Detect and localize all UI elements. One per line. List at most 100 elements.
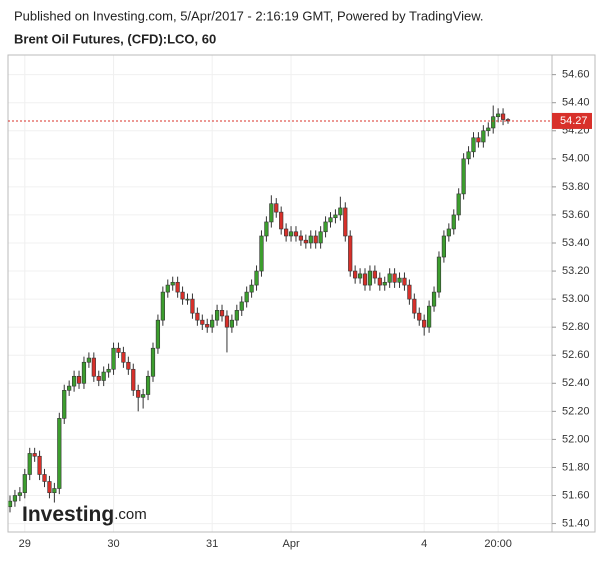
candle-body: [308, 235, 313, 244]
candle-body: [476, 137, 481, 143]
candle-body: [62, 390, 67, 419]
x-tick-label: 31: [206, 538, 218, 550]
candle-body: [145, 375, 151, 395]
candle-body: [362, 273, 368, 286]
candle-body: [76, 375, 82, 384]
candle-body: [293, 231, 299, 237]
candle-body: [427, 305, 432, 328]
candle-body: [303, 239, 308, 244]
candle-body: [417, 312, 422, 321]
y-tick-label: 53.00: [562, 293, 590, 305]
candle-body: [42, 474, 47, 482]
candle-body: [116, 347, 121, 353]
candle-body: [466, 151, 471, 160]
candle-body: [170, 281, 175, 286]
candle-body: [101, 371, 106, 381]
candle-body: [377, 277, 382, 286]
candle-body: [274, 203, 279, 213]
last-price-label: 54.27: [560, 115, 588, 127]
candle-body: [22, 474, 27, 494]
candle-body: [234, 310, 239, 321]
candle-body: [259, 235, 264, 272]
candle-body: [382, 281, 387, 286]
candle-body: [323, 221, 328, 233]
candle-body: [126, 361, 131, 370]
candle-body: [32, 453, 37, 457]
candle-body: [387, 273, 392, 283]
candle-body: [451, 214, 456, 230]
y-tick-label: 53.80: [562, 181, 590, 193]
y-tick-label: 54.00: [562, 153, 590, 165]
candle-body: [37, 455, 42, 475]
candle-body: [200, 319, 205, 325]
candle-body: [372, 270, 377, 279]
candle-body: [12, 495, 18, 502]
x-tick-label: Apr: [282, 538, 299, 550]
candle-body: [456, 193, 461, 216]
candle-body: [47, 481, 52, 494]
x-tick-label: 20:00: [484, 538, 512, 550]
candle-body: [422, 319, 427, 328]
candle-body: [27, 453, 32, 475]
candle-body: [155, 319, 161, 349]
y-tick-label: 54.40: [562, 97, 590, 109]
candle-body: [111, 347, 116, 370]
candle-body: [96, 375, 101, 381]
candle-body: [81, 361, 87, 384]
y-tick-label: 52.80: [562, 321, 590, 333]
header: Published on Investing.com, 5/Apr/2017 -…: [14, 8, 483, 23]
candle-body: [353, 270, 358, 279]
candle-body: [205, 324, 210, 328]
candle-body: [343, 207, 348, 237]
candle-body: [471, 137, 476, 153]
candle-body: [106, 368, 111, 373]
candle-body: [318, 231, 323, 244]
candle-body: [333, 214, 338, 219]
candle-body: [165, 284, 170, 293]
candle-body: [180, 291, 185, 300]
candle-body: [141, 394, 146, 398]
logo-text: Investing: [22, 503, 114, 526]
y-tick-label: 52.60: [562, 349, 590, 361]
candle-body: [284, 228, 289, 237]
candle-body: [348, 235, 353, 272]
candle-body: [500, 113, 506, 120]
candle-body: [219, 310, 225, 317]
y-tick-label: 54.60: [562, 69, 590, 81]
y-tick-label: 53.60: [562, 209, 590, 221]
chart-title: Brent Oil Futures, (CFD):LCO, 60: [14, 31, 216, 46]
candle-body: [7, 500, 13, 508]
candle-body: [392, 273, 397, 283]
candle-body: [224, 315, 230, 328]
y-tick-label: 52.40: [562, 377, 590, 389]
y-tick-label: 51.40: [562, 517, 590, 529]
candles: [7, 105, 511, 513]
grid: [8, 55, 552, 532]
candle-body: [461, 158, 466, 195]
candle-body: [86, 357, 91, 363]
y-tick-label: 52.00: [562, 433, 590, 445]
candle-body: [239, 301, 244, 311]
candle-body: [17, 492, 22, 496]
candle-body: [150, 347, 156, 377]
candle-body: [91, 357, 96, 377]
candle-body: [254, 270, 259, 286]
candle-body: [175, 281, 180, 293]
logo: Investing.com: [22, 503, 147, 526]
candle-body: [136, 390, 141, 398]
candle-body: [249, 284, 254, 293]
candle-body: [328, 217, 333, 223]
y-tick-label: 51.60: [562, 489, 590, 501]
candle-body: [269, 203, 274, 223]
candle-body: [407, 284, 412, 300]
candle-body: [214, 310, 220, 321]
candle-body: [431, 291, 437, 307]
candle-body: [264, 221, 269, 237]
x-tick-label: 4: [421, 538, 427, 550]
candle-body: [313, 235, 318, 244]
candle-body: [298, 235, 304, 241]
candle-body: [160, 291, 165, 321]
y-tick-label: 53.20: [562, 265, 590, 277]
candle-body: [288, 231, 294, 237]
